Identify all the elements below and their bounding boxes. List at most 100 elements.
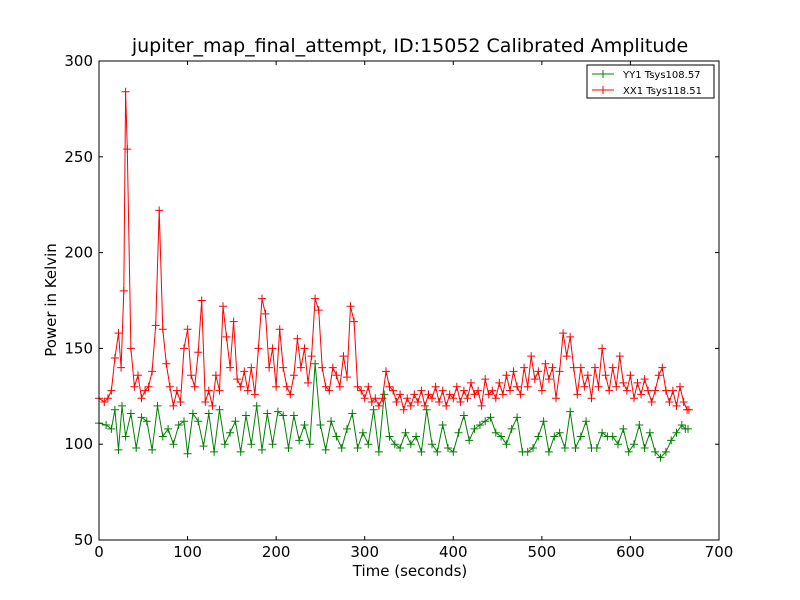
- data-point-yy1: [576, 432, 585, 441]
- data-point-xx1: [598, 344, 607, 353]
- data-point-yy1: [486, 413, 495, 422]
- data-point-xx1: [605, 386, 614, 395]
- data-point-yy1: [126, 409, 135, 418]
- data-point-xx1: [506, 386, 514, 395]
- data-point-xx1: [371, 394, 380, 403]
- data-point-yy1: [107, 424, 116, 433]
- data-point-xx1: [121, 87, 130, 96]
- data-point-xx1: [548, 363, 557, 372]
- data-point-yy1: [311, 359, 320, 368]
- data-point-xx1: [114, 329, 123, 338]
- data-point-xx1: [509, 367, 518, 376]
- data-point-xx1: [676, 382, 684, 391]
- data-point-yy1: [640, 444, 649, 452]
- data-point-xx1: [254, 344, 263, 353]
- data-point-xx1: [463, 394, 472, 403]
- data-point-yy1: [164, 424, 173, 433]
- data-point-yy1: [210, 447, 219, 456]
- data-point-xx1: [665, 398, 674, 406]
- data-point-xx1: [183, 325, 192, 334]
- data-point-xx1: [233, 375, 242, 384]
- data-point-yy1: [194, 417, 203, 426]
- data-point-xx1: [141, 386, 150, 395]
- data-point-xx1: [679, 398, 688, 406]
- data-point-yy1: [544, 447, 553, 456]
- data-point-yy1: [449, 447, 458, 456]
- data-point-xx1: [208, 401, 217, 410]
- x-tick-label: 600: [616, 543, 645, 561]
- data-point-yy1: [137, 413, 146, 422]
- data-point-xx1: [484, 390, 493, 399]
- data-point-xx1: [211, 371, 220, 380]
- x-tick-label: 500: [528, 543, 557, 561]
- data-point-yy1: [539, 417, 548, 426]
- data-point-yy1: [630, 440, 638, 449]
- data-point-yy1: [422, 405, 431, 414]
- data-point-xx1: [527, 352, 536, 361]
- data-point-yy1: [273, 407, 282, 416]
- data-point-xx1: [651, 386, 660, 395]
- data-point-xx1: [311, 294, 320, 303]
- data-point-xx1: [615, 352, 624, 361]
- data-point-yy1: [401, 428, 410, 437]
- legend-label-xx1: XX1 Tsys118.51: [623, 86, 702, 97]
- data-point-yy1: [385, 432, 394, 441]
- data-point-xx1: [382, 367, 390, 376]
- data-point-yy1: [321, 445, 330, 454]
- data-point-xx1: [296, 363, 305, 372]
- data-point-yy1: [523, 447, 532, 456]
- data-point-yy1: [390, 440, 399, 449]
- data-point-yy1: [284, 444, 293, 452]
- data-point-xx1: [534, 367, 543, 376]
- data-point-yy1: [534, 432, 543, 441]
- data-point-yy1: [183, 449, 192, 458]
- data-point-xx1: [601, 371, 610, 380]
- data-point-xx1: [612, 382, 621, 391]
- data-point-xx1: [318, 363, 327, 372]
- data-point-xx1: [304, 378, 312, 387]
- data-point-xx1: [240, 367, 249, 376]
- data-point-xx1: [626, 371, 635, 380]
- data-point-yy1: [380, 390, 389, 399]
- data-point-yy1: [433, 447, 442, 456]
- data-point-xx1: [431, 382, 440, 391]
- data-point-xx1: [523, 382, 532, 391]
- data-point-xx1: [229, 317, 238, 326]
- data-point-xx1: [474, 386, 483, 395]
- series-yy1: [95, 359, 692, 462]
- data-point-xx1: [190, 382, 199, 391]
- data-point-xx1: [272, 382, 281, 391]
- data-point-yy1: [118, 401, 126, 410]
- data-point-xx1: [470, 390, 479, 399]
- data-point-yy1: [169, 440, 178, 449]
- data-point-xx1: [566, 332, 575, 341]
- data-point-xx1: [459, 386, 468, 395]
- data-point-xx1: [495, 378, 504, 387]
- data-point-xx1: [569, 363, 578, 372]
- x-tick-label: 400: [439, 543, 468, 561]
- data-point-yy1: [396, 444, 405, 452]
- data-point-xx1: [385, 382, 394, 391]
- data-point-yy1: [279, 411, 288, 420]
- data-point-yy1: [374, 447, 383, 456]
- data-point-yy1: [417, 447, 426, 456]
- data-point-xx1: [392, 398, 401, 406]
- data-point-yy1: [114, 445, 123, 454]
- data-point-xx1: [332, 371, 341, 380]
- data-point-yy1: [677, 421, 686, 429]
- data-point-yy1: [332, 432, 341, 441]
- data-point-yy1: [465, 436, 474, 445]
- data-point-xx1: [449, 394, 458, 403]
- data-point-xx1: [261, 309, 270, 318]
- data-point-yy1: [337, 444, 346, 452]
- data-point-xx1: [555, 367, 564, 376]
- data-point-yy1: [358, 428, 367, 437]
- data-point-yy1: [560, 444, 569, 452]
- data-point-xx1: [619, 378, 628, 387]
- data-point-xx1: [428, 394, 436, 403]
- data-point-xx1: [265, 363, 274, 372]
- data-point-xx1: [162, 359, 171, 368]
- data-point-xx1: [243, 386, 252, 395]
- data-point-xx1: [541, 359, 550, 368]
